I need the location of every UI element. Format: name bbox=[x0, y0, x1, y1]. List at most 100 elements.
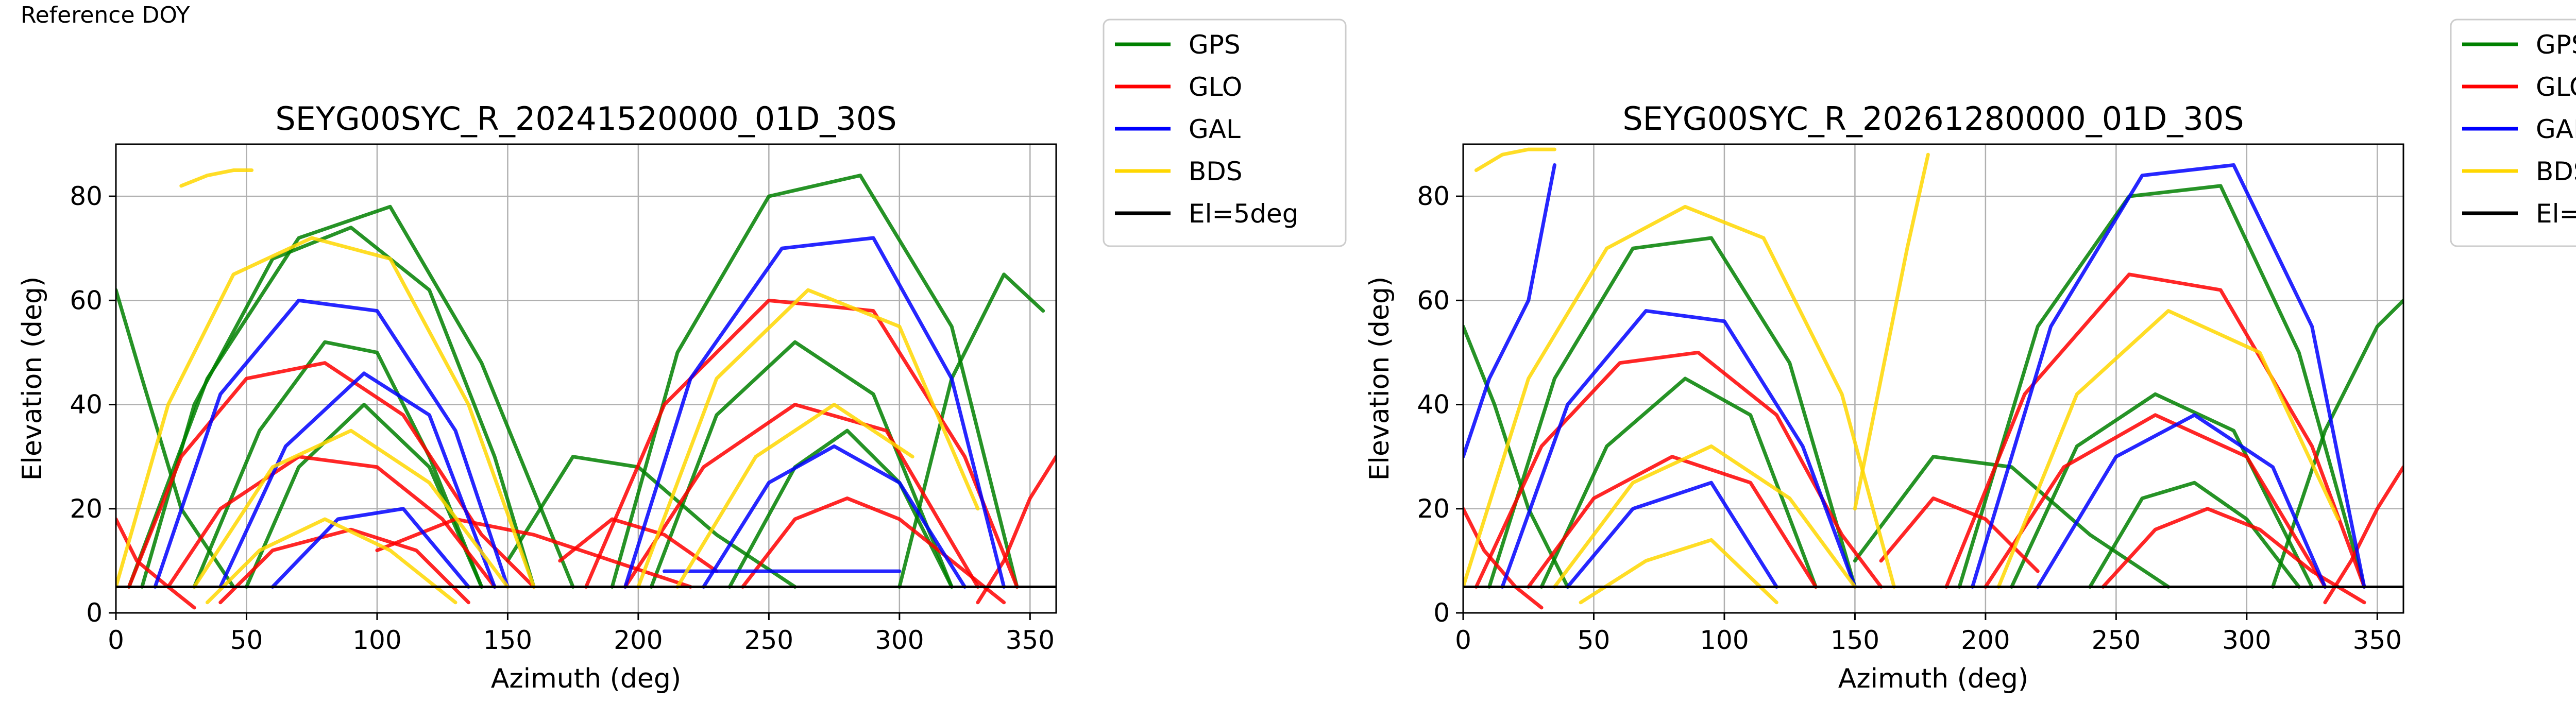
y-tick-label: 20 bbox=[70, 494, 103, 524]
x-axis-label: Azimuth (deg) bbox=[491, 663, 681, 694]
y-tick-label: 80 bbox=[1417, 181, 1450, 211]
series-bds-track bbox=[192, 428, 510, 589]
series-glo-track bbox=[1879, 496, 2040, 573]
series-glo-track bbox=[1944, 272, 2366, 589]
series-gps-track bbox=[127, 204, 575, 589]
series-glo-track bbox=[116, 517, 196, 610]
series-gps-track bbox=[2010, 392, 2314, 589]
legend: GPS GLO GAL BDS El=5deg bbox=[2450, 19, 2576, 247]
series-glo-track bbox=[1474, 350, 1883, 589]
series-glo-track bbox=[2323, 465, 2403, 605]
series-bds-track bbox=[179, 168, 254, 188]
series-gps-track bbox=[897, 272, 1045, 589]
plot-area bbox=[1463, 147, 2403, 610]
series-bds-track bbox=[205, 517, 457, 605]
series-gal-track bbox=[1463, 163, 1556, 459]
series-gps-track bbox=[505, 455, 797, 589]
x-tick-label: 350 bbox=[1006, 625, 1055, 655]
series-glo-track bbox=[1527, 455, 1818, 589]
series-bds-track bbox=[1463, 204, 1896, 589]
legend-entry: El=5deg bbox=[2536, 199, 2576, 229]
series-gal-track bbox=[1500, 309, 1857, 589]
x-tick-label: 50 bbox=[230, 625, 263, 655]
series-gal-track bbox=[218, 371, 497, 589]
series-bds-track bbox=[1552, 444, 1857, 589]
series-bds-track bbox=[116, 236, 536, 589]
legend-entry: GPS bbox=[2536, 30, 2576, 60]
x-tick-label: 200 bbox=[1961, 625, 2010, 655]
legend-frame bbox=[1103, 19, 1347, 247]
axes-frame bbox=[1462, 143, 2404, 614]
y-tick-label: 40 bbox=[1417, 390, 1450, 420]
chart-title: SEYG00SYC_R_20261280000_01D_30S bbox=[1622, 100, 2244, 138]
series-bds-track bbox=[1474, 147, 1556, 173]
series-bds-track bbox=[1996, 309, 2340, 589]
x-tick-label: 250 bbox=[2092, 625, 2141, 655]
x-tick-label: 100 bbox=[352, 625, 401, 655]
plot-area bbox=[116, 168, 1056, 610]
series-gps-track bbox=[2088, 481, 2301, 589]
chart-panel-right: 0 50 100 150 200 250 300 350 0 20 40 60 80 SEYG00SYC_… bbox=[1364, 19, 2576, 694]
legend-frame bbox=[2450, 19, 2576, 247]
series-glo-track bbox=[584, 298, 1019, 589]
y-axis-label: Elevation (deg) bbox=[17, 277, 48, 481]
series-gps-track bbox=[116, 288, 235, 589]
chart-title: SEYG00SYC_R_20241520000_01D_30S bbox=[275, 100, 896, 138]
legend-entry: BDS bbox=[2536, 157, 2576, 186]
series-bds-track bbox=[1579, 538, 1778, 605]
series-gps-track bbox=[610, 174, 1019, 589]
legend-entry: BDS bbox=[1189, 157, 1243, 186]
x-tick-label: 200 bbox=[614, 625, 663, 655]
legend: GPS GLO GAL BDS El=5deg bbox=[1103, 19, 1347, 247]
series-gal-track bbox=[2036, 413, 2327, 589]
axes-frame bbox=[115, 143, 1057, 614]
y-tick-label: 60 bbox=[70, 285, 103, 315]
series-gal-track bbox=[1971, 163, 2366, 589]
series-glo-track bbox=[741, 496, 1006, 605]
series-gal-track bbox=[702, 444, 967, 589]
y-tick-label: 40 bbox=[70, 390, 103, 420]
legend-entry: GPS bbox=[1189, 30, 1241, 60]
series-gal-track bbox=[153, 298, 510, 589]
x-tick-label: 300 bbox=[2222, 625, 2271, 655]
x-tick-label: 350 bbox=[2353, 625, 2402, 655]
y-tick-label: 0 bbox=[86, 598, 103, 628]
series-gps-track bbox=[649, 340, 954, 589]
y-tick-label: 60 bbox=[1417, 285, 1450, 315]
x-tick-label: 50 bbox=[1578, 625, 1611, 655]
x-tick-label: 300 bbox=[875, 625, 924, 655]
legend-entry: El=5deg bbox=[1189, 199, 1298, 229]
legend-entry: GAL bbox=[1189, 114, 1241, 144]
series-gal-track bbox=[623, 236, 1006, 589]
chart-panel-left: 0 50 100 150 200 250 300 350 0 20 40 60 80 SEYG00SYC_… bbox=[17, 19, 1347, 694]
x-tick-label: 250 bbox=[744, 625, 793, 655]
series-gps-track bbox=[1539, 376, 1818, 589]
series-gal-track bbox=[1566, 481, 1778, 589]
x-tick-label: 100 bbox=[1700, 625, 1749, 655]
series-gps-track bbox=[140, 226, 536, 589]
y-axis-label: Elevation (deg) bbox=[1364, 277, 1395, 481]
x-tick-label: 150 bbox=[1831, 625, 1879, 655]
series-bds-track bbox=[1853, 152, 1930, 511]
series-gps-track bbox=[1487, 236, 1857, 589]
series-gps-track bbox=[1853, 455, 2171, 589]
y-tick-label: 0 bbox=[1433, 598, 1450, 628]
series-glo-track bbox=[976, 455, 1056, 605]
series-glo-track bbox=[375, 517, 692, 589]
y-tick-label: 80 bbox=[70, 181, 103, 211]
x-axis-label: Azimuth (deg) bbox=[1838, 663, 2028, 694]
series-glo-track bbox=[1463, 507, 1544, 610]
x-tick-label: 150 bbox=[483, 625, 532, 655]
series-glo-track bbox=[127, 361, 536, 589]
series-gal-track bbox=[270, 507, 470, 589]
series-glo-track bbox=[166, 455, 497, 589]
series-glo-track bbox=[623, 403, 980, 589]
series-glo-track bbox=[218, 527, 470, 605]
series-bds-track bbox=[675, 403, 914, 589]
legend-entry: GLO bbox=[1189, 72, 1242, 102]
legend-entry: GAL bbox=[2536, 114, 2576, 144]
series-gps-track bbox=[2271, 298, 2403, 589]
series-glo-track bbox=[558, 517, 719, 573]
y-tick-label: 20 bbox=[1417, 494, 1450, 524]
